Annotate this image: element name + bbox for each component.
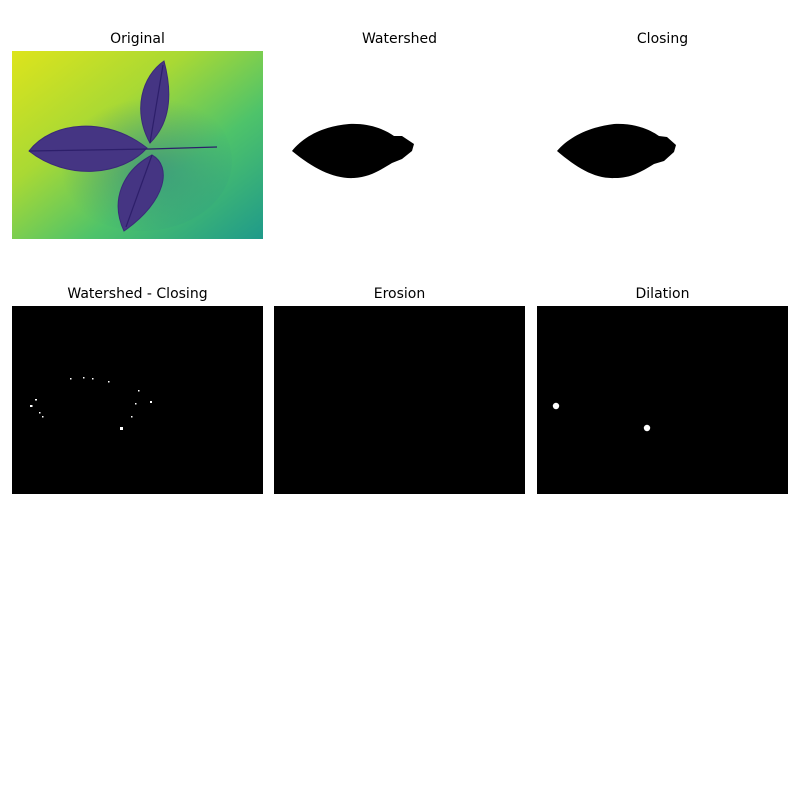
panel-title-closing: Closing <box>636 31 689 47</box>
dilation-image <box>537 306 788 494</box>
panel-title-watershed-minus-closing: Watershed - Closing <box>67 286 208 302</box>
watershed-mask <box>274 51 525 239</box>
original-image <box>12 51 263 239</box>
panel-title-erosion: Erosion <box>373 286 426 302</box>
erosion-image <box>274 306 525 494</box>
watershed-minus-closing-image <box>12 306 263 494</box>
panel-title-dilation: Dilation <box>635 286 690 302</box>
closing-mask <box>537 51 788 239</box>
panel-title-original: Original <box>110 31 165 47</box>
panel-title-watershed: Watershed <box>361 31 438 47</box>
